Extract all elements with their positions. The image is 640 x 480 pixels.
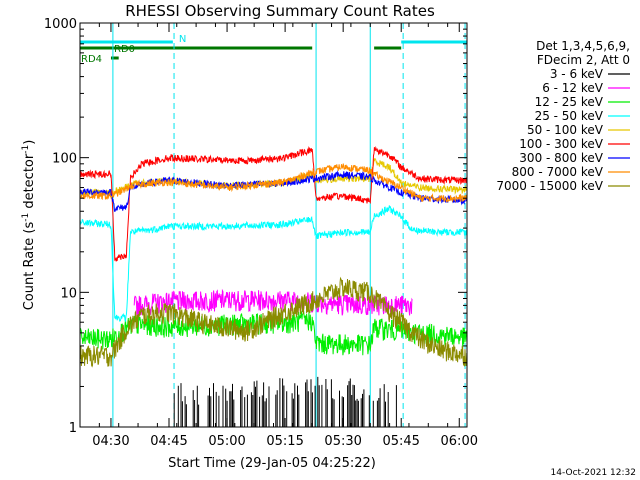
x-tick-label: 05:45 (382, 434, 419, 449)
x-tick-label: 04:45 (150, 434, 187, 449)
flag-label-n: N (179, 34, 186, 45)
legend-header-line-1: Det 1,3,4,5,6,9, (536, 39, 630, 53)
flag-bars: N RD0 RD4 (80, 34, 467, 65)
y-tick-label: 10 (60, 286, 77, 301)
legend-label-12-25-kev: 12 - 25 keV (535, 95, 604, 109)
legend-label-25-50-kev: 25 - 50 keV (535, 109, 604, 123)
legend: Det 1,3,4,5,6,9, FDecim 2, Att 0 3 - 6 k… (496, 39, 630, 193)
legend-label-800-7000-kev: 800 - 7000 keV (512, 165, 604, 179)
series-line-800-7000-kev (79, 163, 468, 203)
timestamp: 14-Oct-2021 12:32 (551, 468, 636, 478)
y-tick-label: 1000 (44, 17, 77, 32)
legend-label-100-300-kev: 100 - 300 keV (519, 137, 603, 151)
series-line-7000-15000-kev (79, 276, 468, 368)
flag-label-rd0: RD0 (114, 44, 135, 55)
legend-label-50-100-kev: 50 - 100 keV (527, 123, 604, 137)
legend-label-300-800-kev: 300 - 800 keV (519, 151, 603, 165)
legend-header-line-2: FDecim 2, Att 0 (537, 53, 630, 67)
plot-frame (79, 22, 468, 428)
legend-label-3-6-kev: 3 - 6 keV (550, 67, 604, 81)
x-tick-label: 04:30 (92, 434, 129, 449)
y-axis-ticks: 1 10 100 1000 (44, 17, 467, 436)
chart-title: RHESSI Observing Summary Count Rates (125, 2, 435, 20)
y-tick-label: 1 (69, 421, 77, 436)
x-axis-label: Start Time (29-Jan-05 04:25:22) (168, 456, 376, 471)
flag-label-rd4: RD4 (81, 54, 102, 65)
legend-label-6-12-kev: 6 - 12 keV (542, 81, 604, 95)
plot-series (79, 145, 468, 427)
series-line-3-6-kev (173, 376, 397, 427)
y-tick-label: 100 (52, 152, 77, 167)
y-axis-label: Count Rate (s-1 detector-1) (21, 140, 37, 311)
series-line-100-300-kev (79, 145, 468, 262)
series-line-25-50-kev (79, 205, 468, 323)
x-tick-label: 05:00 (208, 434, 245, 449)
x-tick-label: 05:30 (324, 434, 361, 449)
x-axis-ticks: 04:30 04:45 05:00 05:15 05:30 05:45 06:00 (79, 23, 478, 449)
x-tick-label: 05:15 (266, 434, 303, 449)
x-tick-label: 06:00 (441, 434, 478, 449)
legend-label-7000-15000-kev: 7000 - 15000 keV (496, 179, 603, 193)
series-line-6-12-kev (133, 288, 413, 317)
